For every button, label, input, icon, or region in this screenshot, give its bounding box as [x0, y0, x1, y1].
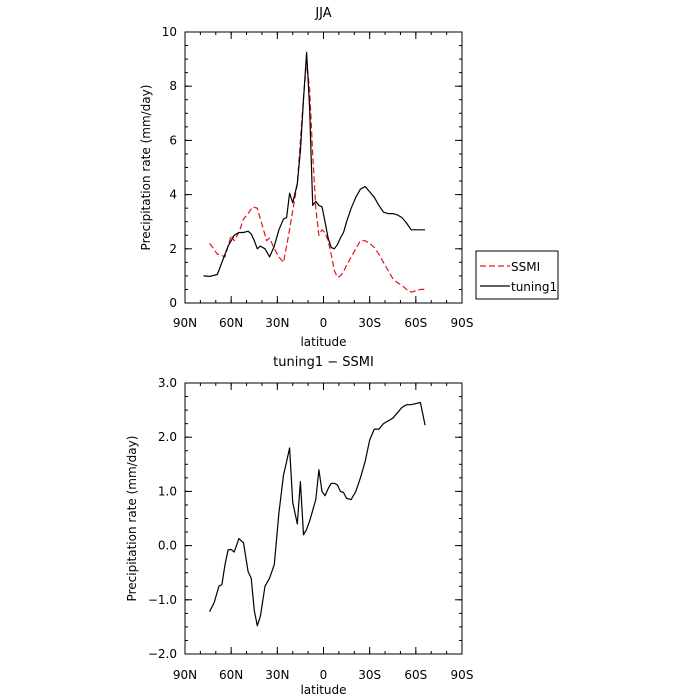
panel-1-xtick-label: 60S: [404, 316, 427, 330]
panel-2-xtick-label: 60S: [404, 668, 427, 682]
panel-1-legend-label-tuning1: tuning1: [511, 280, 557, 294]
panel-1-ytick-label: 0: [169, 296, 177, 310]
panel-2-ylabel: Precipitation rate (mm/day): [125, 436, 139, 602]
panel-2-ytick-label: 3.0: [158, 376, 177, 390]
panel-2-xlabel: latitude: [300, 683, 346, 697]
panel-1-ytick-label: 4: [169, 188, 177, 202]
panel-2-ytick-label: −2.0: [148, 647, 177, 661]
panel-1-xtick-label: 90S: [451, 316, 474, 330]
panel-2-ytick-label: 0.0: [158, 539, 177, 553]
panel-2-title: tuning1 − SSMI: [273, 355, 374, 370]
panel-1-xtick-label: 30N: [265, 316, 289, 330]
panel-1-title: JJA: [314, 6, 331, 21]
panel-2-xtick-label: 0: [320, 668, 328, 682]
panel-2-ytick-label: 1.0: [158, 484, 177, 498]
panel-1-series-ssmi-line: [209, 61, 426, 293]
panel-2-frame: [184, 382, 463, 655]
panel-1-xtick-label: 90N: [173, 316, 197, 330]
panel-1-ytick-label: 8: [169, 79, 177, 93]
panel-1-ytick-label: 10: [162, 25, 177, 39]
panel-1-ytick-label: 6: [169, 133, 177, 147]
panel-1-series-tuning1-line: [203, 51, 426, 277]
panel-2-ytick-label: 2.0: [158, 430, 177, 444]
panel-2-xtick-label: 60N: [219, 668, 243, 682]
panel-1-xtick-label: 30S: [358, 316, 381, 330]
panel-2-series-difference-line: [209, 401, 426, 627]
panel-2-ytick-label: −1.0: [148, 593, 177, 607]
panel-1-xlabel: latitude: [300, 335, 346, 349]
panel-1-xtick-label: 60N: [219, 316, 243, 330]
panel-1-ytick-label: 2: [169, 242, 177, 256]
panel-1-xtick-label: 0: [320, 316, 328, 330]
panel-1-ylabel: Precipitation rate (mm/day): [139, 85, 153, 251]
panel-1-frame: [184, 31, 463, 304]
panel-2-xtick-label: 30N: [265, 668, 289, 682]
panel-2-xtick-label: 90S: [451, 668, 474, 682]
panel-1-legend-box: [475, 250, 559, 300]
panel-1-legend-label-ssmi: SSMI: [511, 260, 540, 274]
panel-2-xtick-label: 30S: [358, 668, 381, 682]
panel-2-xtick-label: 90N: [173, 668, 197, 682]
